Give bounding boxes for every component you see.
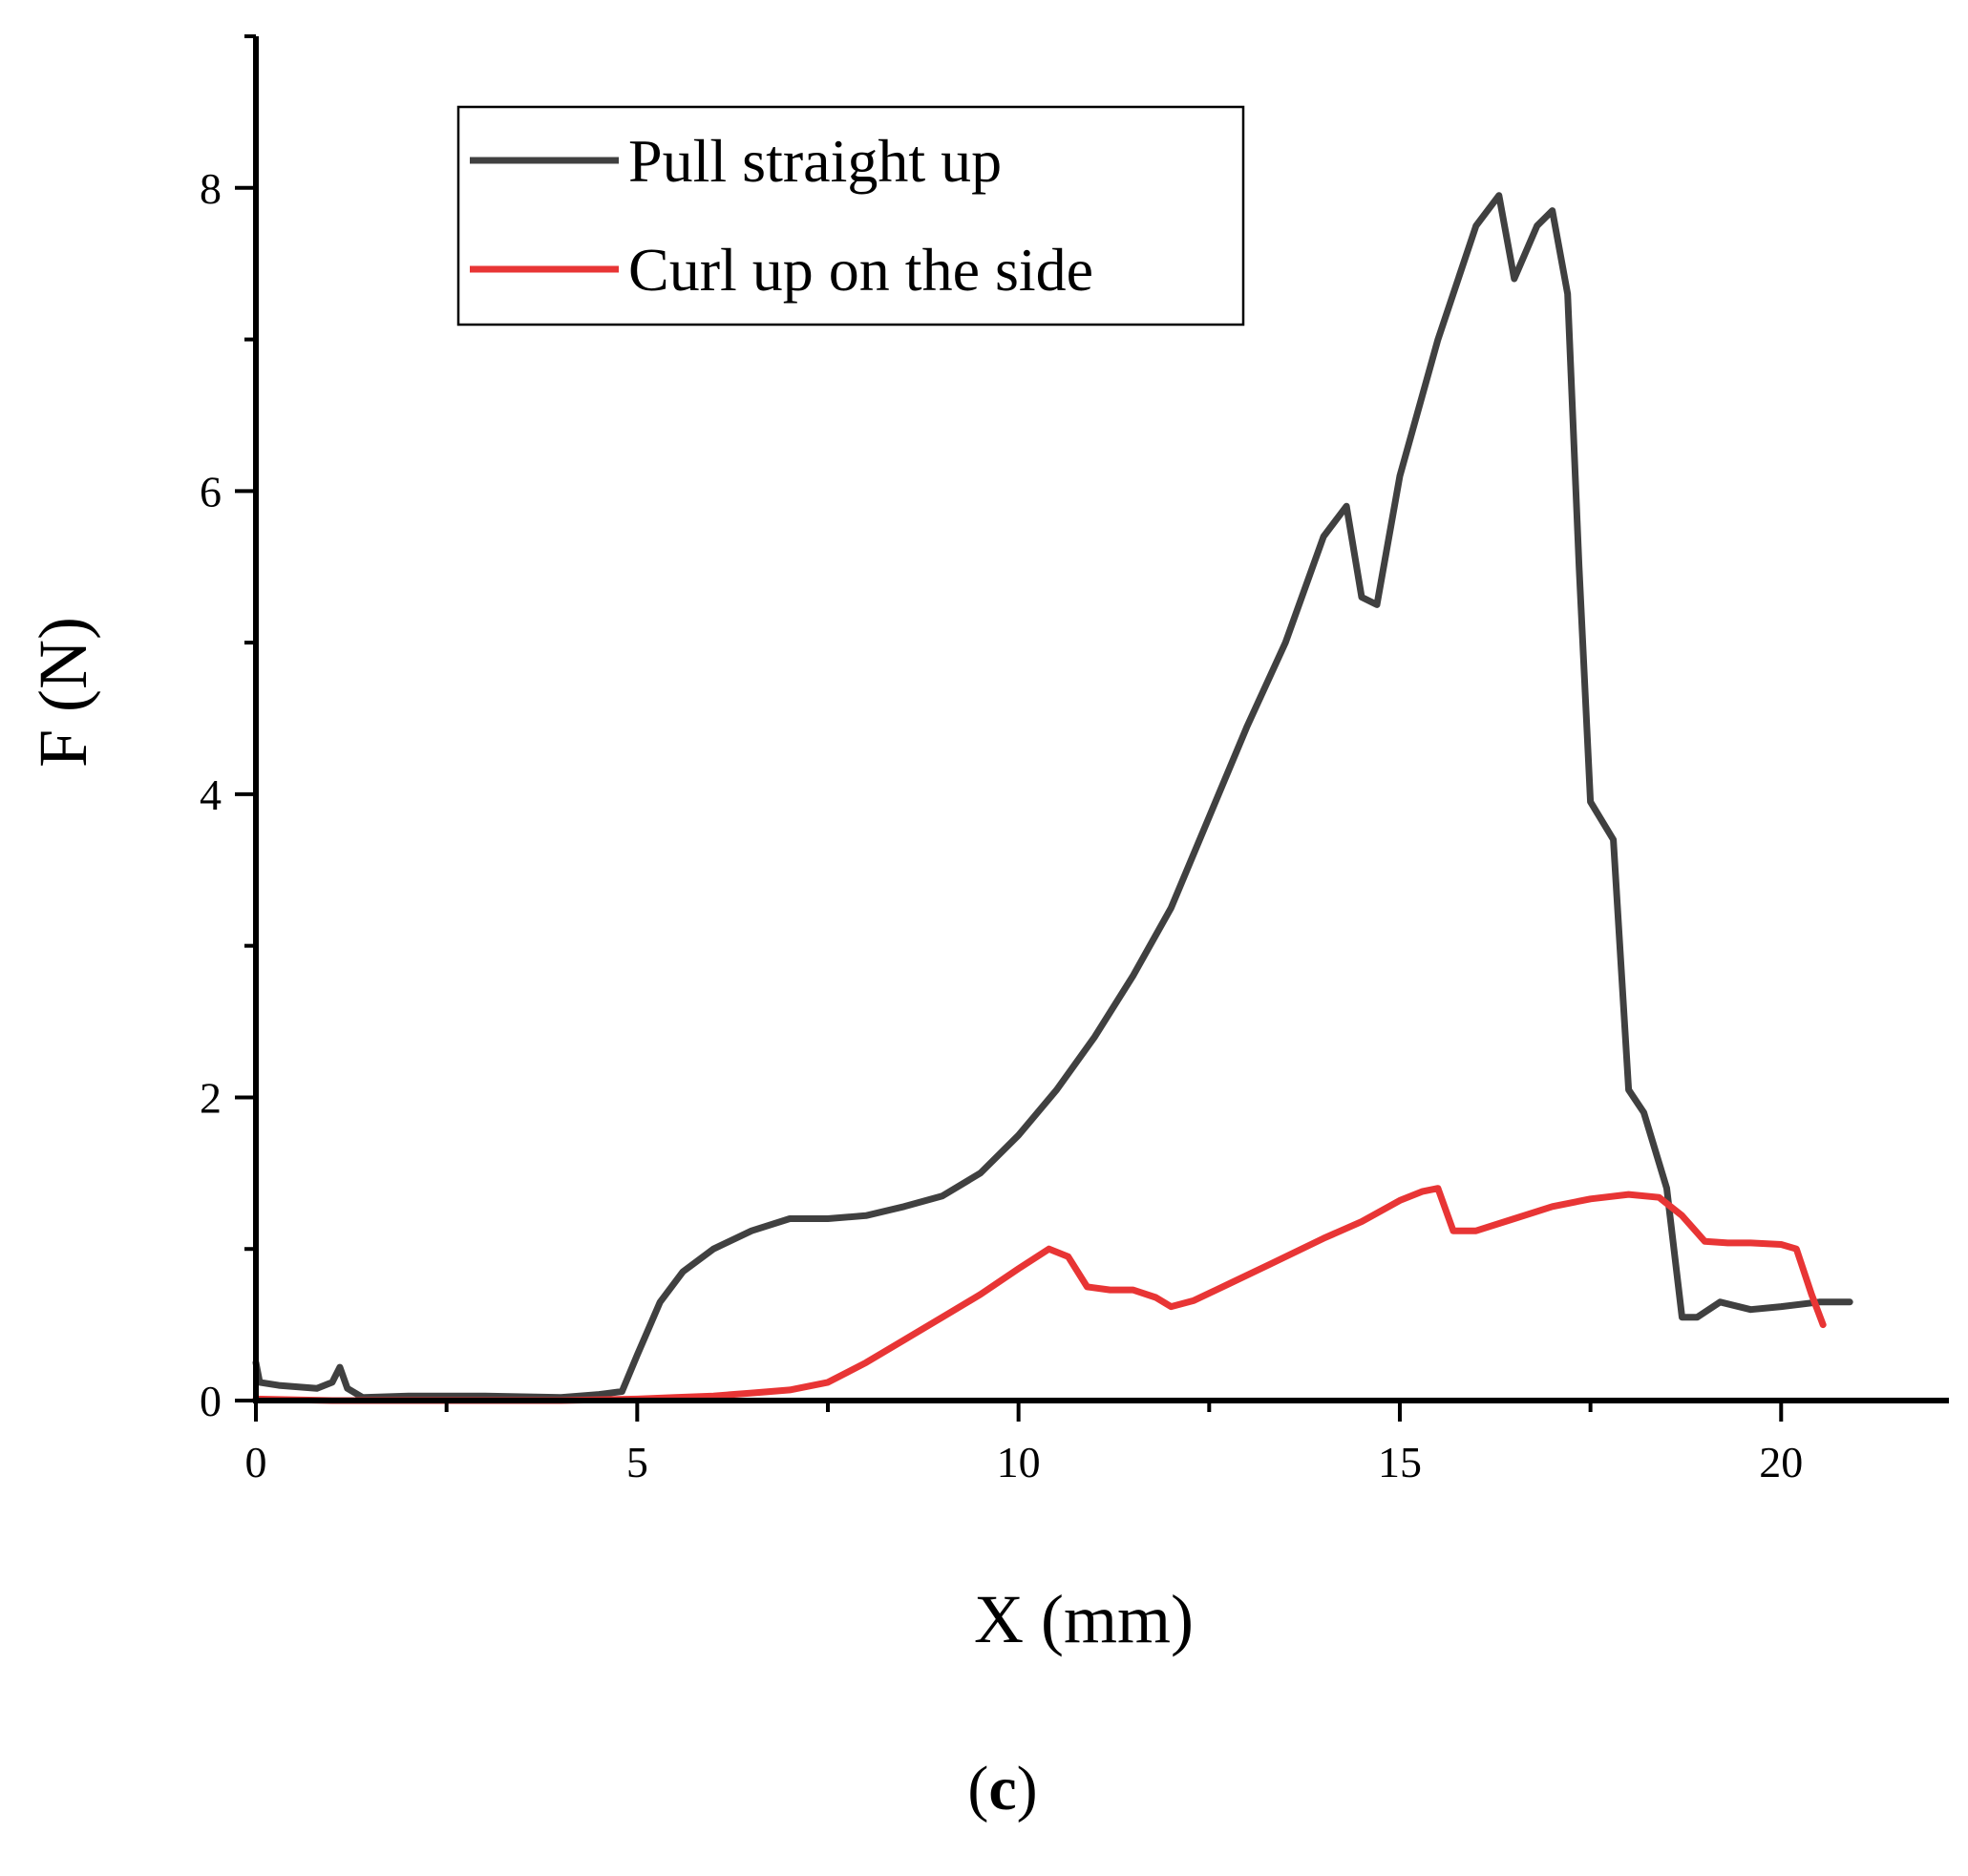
x-axis-title: X (mm) bbox=[974, 1581, 1194, 1657]
x-tick-label: 0 bbox=[245, 1438, 267, 1486]
series-layer bbox=[252, 192, 1853, 1404]
x-tick-label: 15 bbox=[1378, 1438, 1422, 1486]
caption-letter: c bbox=[988, 1754, 1016, 1823]
series-line-pull-straight-up bbox=[252, 192, 1853, 1402]
x-tick-label: 10 bbox=[997, 1438, 1041, 1486]
y-tick-label: 4 bbox=[200, 770, 222, 819]
y-tick-label: 8 bbox=[200, 164, 222, 213]
y-axis-title: F (N) bbox=[25, 617, 101, 768]
legend-label-curl-up-on-the-side: Curl up on the side bbox=[628, 236, 1093, 304]
legend-label-pull-straight-up: Pull straight up bbox=[628, 127, 1002, 195]
x-tick-label: 20 bbox=[1759, 1438, 1803, 1486]
legend-box bbox=[456, 105, 1245, 327]
y-tick-label: 6 bbox=[200, 467, 222, 516]
series-line-curl-up-on-the-side bbox=[252, 1185, 1827, 1404]
caption-open-paren: ( bbox=[967, 1754, 988, 1823]
x-ticks: 0 5 10 15 20 bbox=[245, 1401, 1803, 1486]
caption-close-paren: ) bbox=[1017, 1754, 1038, 1823]
x-tick-label: 5 bbox=[626, 1438, 648, 1486]
plot-area: 0 5 10 15 20 0 2 4 6 8 bbox=[200, 34, 1949, 1486]
y-ticks: 0 2 4 6 8 bbox=[200, 34, 256, 1425]
y-tick-label: 0 bbox=[200, 1377, 222, 1425]
legend: Pull straight up Curl up on the side bbox=[456, 105, 1245, 327]
y-tick-label: 2 bbox=[200, 1073, 222, 1122]
figure-caption: (c) bbox=[967, 1754, 1037, 1823]
